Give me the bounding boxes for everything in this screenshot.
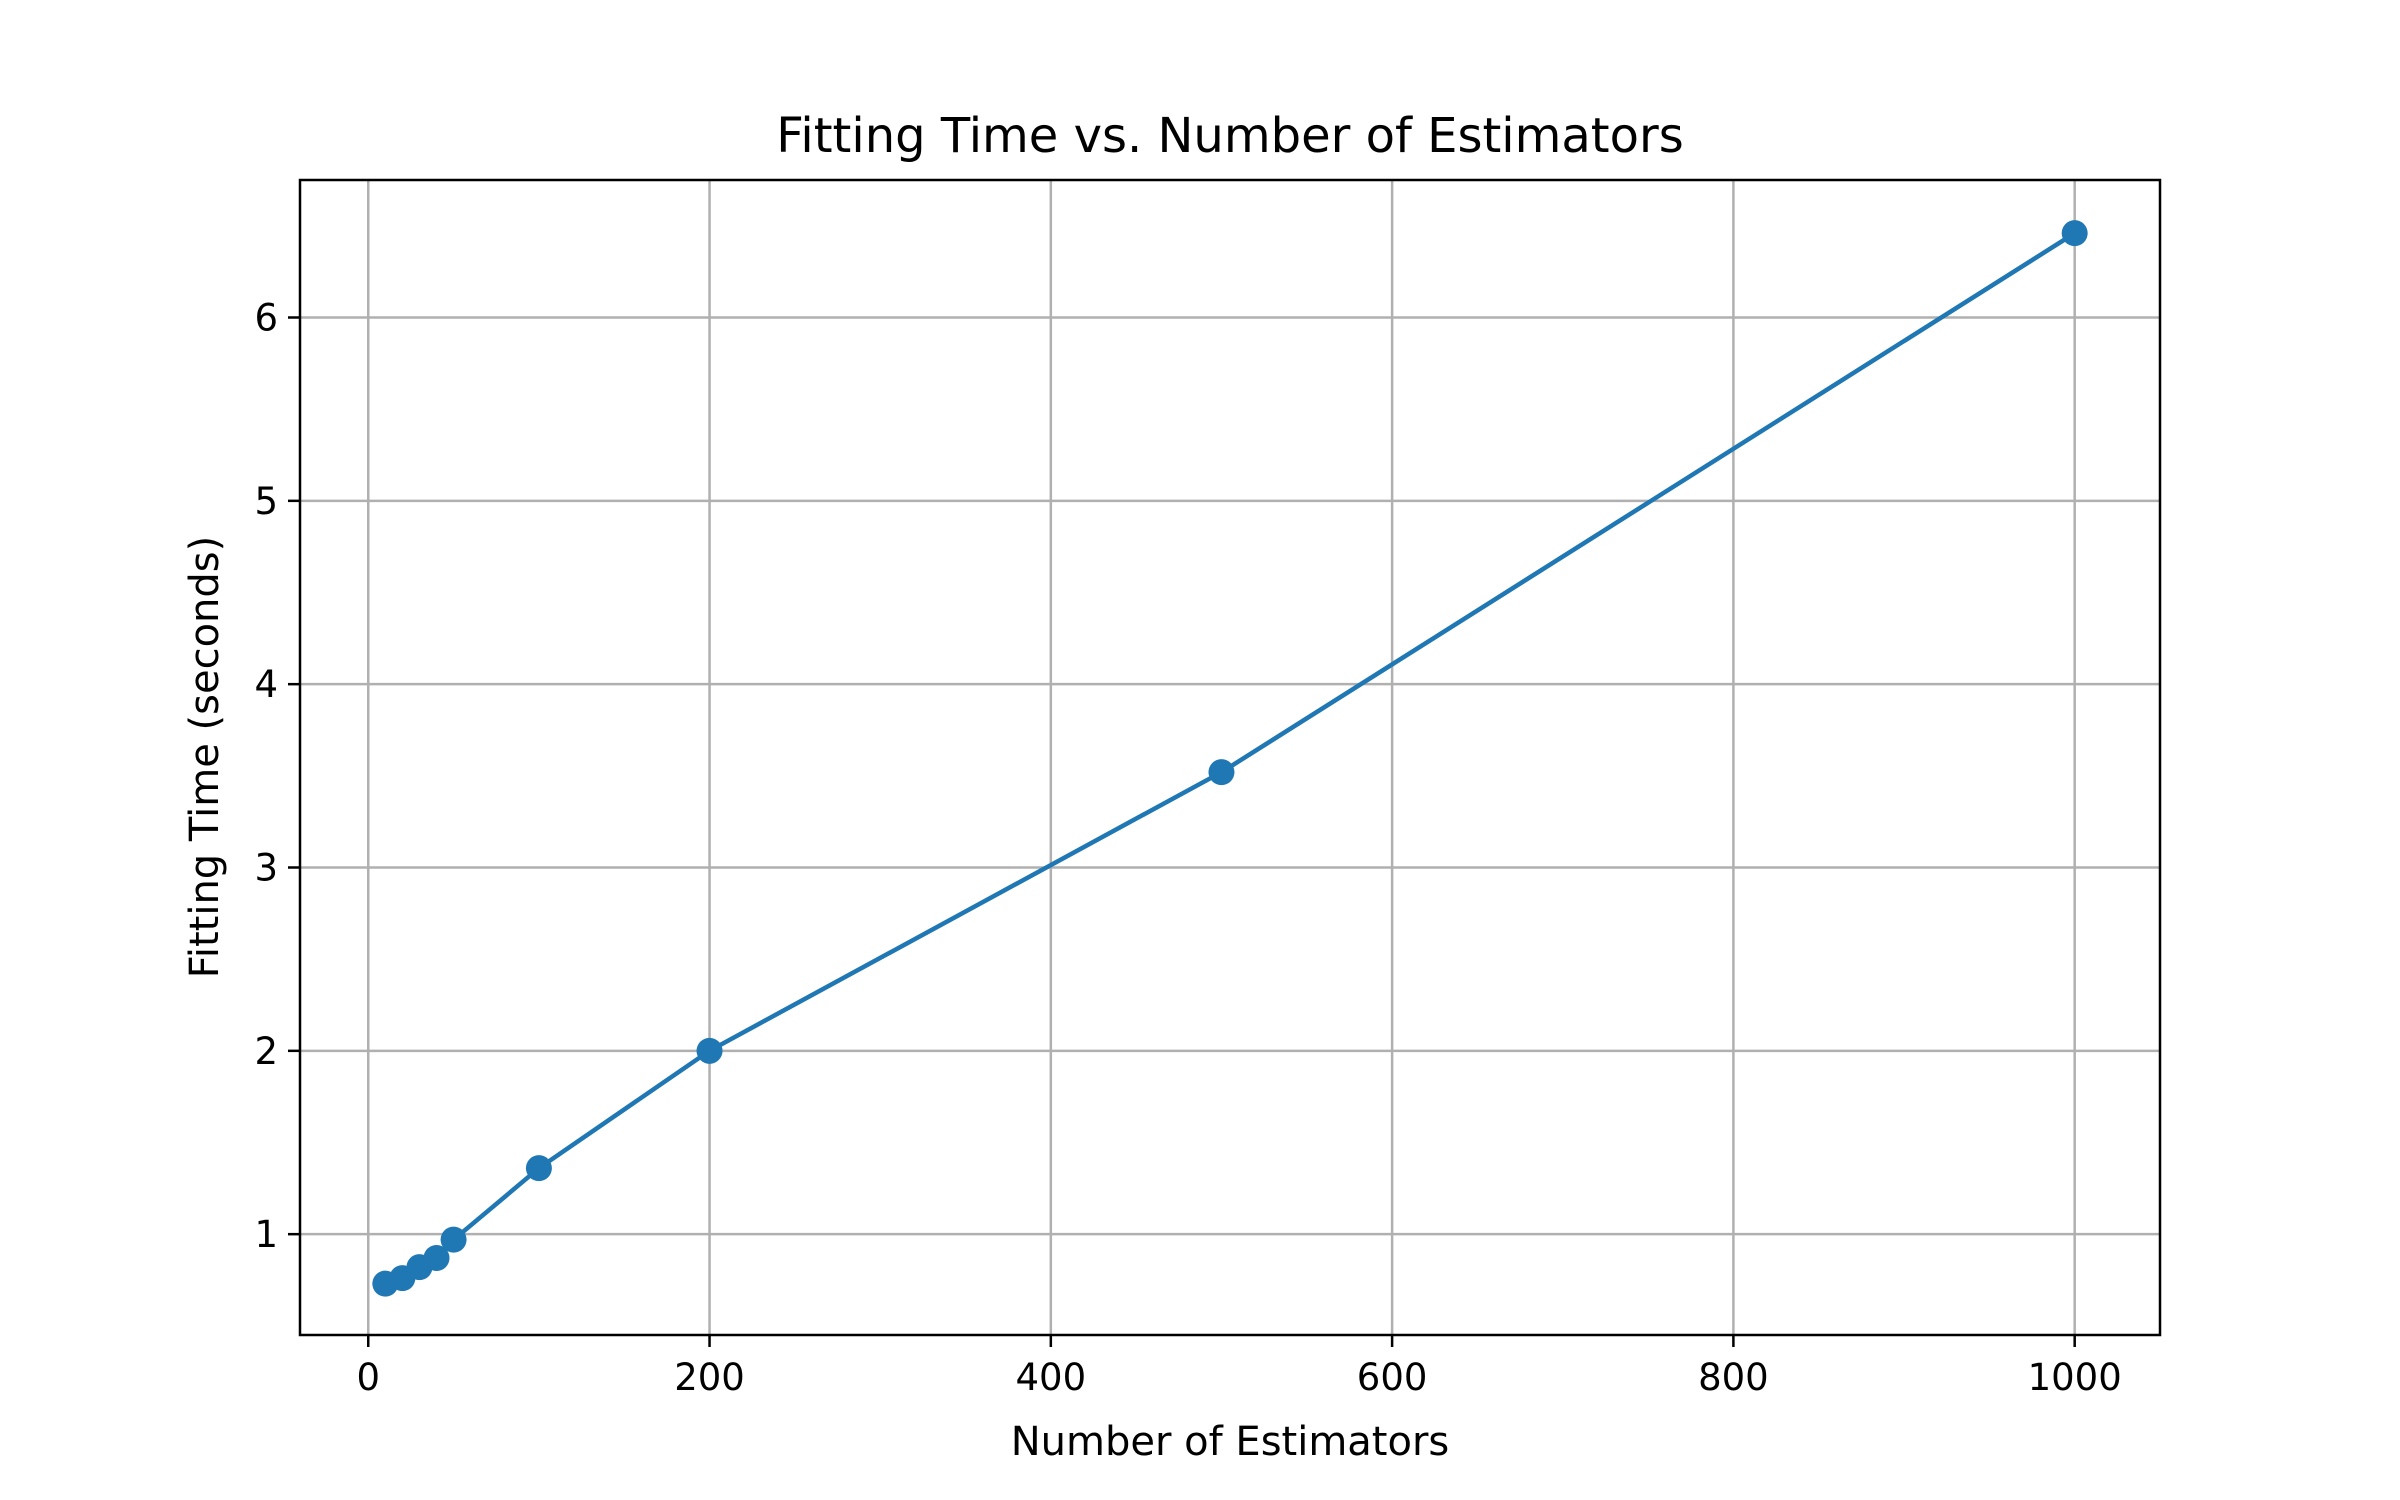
series-layer — [372, 220, 2088, 1297]
data-point — [2061, 220, 2088, 247]
x-tick-label: 600 — [1357, 1356, 1428, 1399]
y-tick-label: 6 — [254, 297, 278, 340]
x-tick-label: 800 — [1698, 1356, 1769, 1399]
x-tick-label: 400 — [1016, 1356, 1087, 1399]
y-tick-label: 5 — [254, 480, 278, 523]
data-point — [525, 1155, 552, 1182]
x-tick-label: 1000 — [2028, 1356, 2122, 1399]
x-tick-label: 0 — [356, 1356, 380, 1399]
grid-layer — [300, 180, 2160, 1335]
plot-frame — [298, 178, 2162, 1337]
x-tick-label: 200 — [674, 1356, 745, 1399]
y-axis-label: Fitting Time (seconds) — [182, 536, 228, 978]
y-tick-label: 1 — [254, 1213, 278, 1256]
data-point — [423, 1245, 450, 1271]
chart-title: Fitting Time vs. Number of Estimators — [776, 108, 1683, 164]
y-tick-label: 3 — [254, 847, 278, 890]
series-line — [384, 231, 2076, 1286]
data-point — [696, 1037, 723, 1064]
data-point — [440, 1226, 467, 1253]
y-tick-label: 4 — [254, 663, 278, 706]
tick-layer: 0 200 400 600 800 1000 1 2 3 4 5 6 — [254, 297, 2121, 1400]
data-point — [1208, 759, 1235, 786]
x-axis-label: Number of Estimators — [1011, 1419, 1450, 1465]
y-tick-label: 2 — [254, 1030, 278, 1073]
